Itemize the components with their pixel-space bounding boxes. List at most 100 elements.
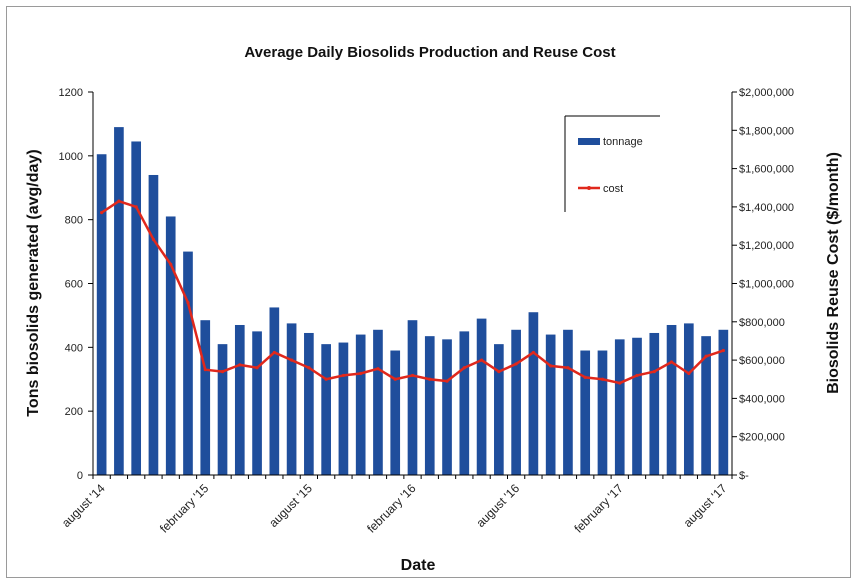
legend-label-cost: cost xyxy=(603,183,623,195)
point-cost xyxy=(238,363,242,367)
bar-tonnage xyxy=(304,332,314,475)
bar-tonnage xyxy=(614,339,625,475)
point-cost xyxy=(721,348,725,353)
point-cost xyxy=(186,301,190,305)
bar-tonnage xyxy=(407,320,418,475)
point-cost xyxy=(652,369,656,374)
bar-tonnage xyxy=(131,141,142,475)
y2-tick-label: $1,600,000 xyxy=(739,164,794,176)
y-tick-label: 1000 xyxy=(59,151,83,163)
y-tick-label: 0 xyxy=(77,470,83,482)
bar-tonnage xyxy=(424,336,435,475)
bar-tonnage xyxy=(183,251,193,475)
y-tick-label: 200 xyxy=(65,406,83,418)
point-cost xyxy=(100,211,104,215)
y-tick-label: 600 xyxy=(65,279,83,291)
x-tick-label: august '15 xyxy=(266,481,315,530)
bar-tonnage xyxy=(286,323,297,475)
point-cost xyxy=(497,369,501,374)
bar-tonnage xyxy=(390,350,401,475)
legend-swatch-tonnage xyxy=(578,138,600,145)
bar-tonnage xyxy=(701,336,711,475)
bar-tonnage xyxy=(200,320,211,475)
y2-tick-label: $1,000,000 xyxy=(739,279,794,291)
bar-tonnage xyxy=(321,344,331,475)
point-cost xyxy=(255,366,259,370)
point-cost xyxy=(169,262,173,266)
chart-frame xyxy=(6,6,851,578)
point-cost xyxy=(531,350,535,355)
point-cost xyxy=(566,366,570,370)
y2-tick-label: $1,400,000 xyxy=(739,202,794,214)
bar-tonnage xyxy=(217,344,228,475)
bar-tonnage xyxy=(580,350,591,475)
y2-tick-label: $200,000 xyxy=(739,432,785,444)
y-tick-label: 1200 xyxy=(59,87,83,99)
legend-label-tonnage: tonnage xyxy=(603,136,643,148)
y2-tick-label: $1,800,000 xyxy=(739,125,794,137)
x-tick-label: february '17 xyxy=(571,481,626,536)
point-cost xyxy=(393,377,397,381)
bar-tonnage xyxy=(96,154,107,476)
x-tick-label: february '16 xyxy=(364,481,419,536)
point-cost xyxy=(203,368,207,372)
legend-box xyxy=(565,116,660,212)
bar-tonnage xyxy=(373,329,383,475)
bar-tonnage xyxy=(545,334,556,475)
bar-tonnage xyxy=(666,324,677,475)
bar-tonnage xyxy=(494,344,504,475)
chart-title: Average Daily Biosolids Production and R… xyxy=(244,44,615,61)
bar-tonnage xyxy=(234,324,245,475)
bar-tonnage xyxy=(683,323,694,475)
point-cost xyxy=(428,377,432,381)
point-cost xyxy=(635,373,639,378)
legend-marker-cost xyxy=(587,186,591,190)
point-cost xyxy=(134,205,138,209)
y2-tick-label: $- xyxy=(739,470,749,482)
point-cost xyxy=(117,199,121,203)
point-cost xyxy=(341,373,346,378)
point-cost xyxy=(307,366,311,370)
y-tick-label: 400 xyxy=(65,342,83,354)
point-cost xyxy=(462,366,466,370)
bar-tonnage xyxy=(476,318,487,475)
point-cost xyxy=(618,381,622,385)
bar-tonnage xyxy=(252,331,262,476)
x-tick-label: august '16 xyxy=(473,481,522,530)
point-cost xyxy=(376,367,380,371)
y2-axis-title: Biosolids Reuse Cost ($/month) xyxy=(825,152,842,394)
x-tick-label: february '15 xyxy=(157,481,212,536)
point-cost xyxy=(359,371,363,376)
point-cost xyxy=(479,358,484,362)
bar-tonnage xyxy=(597,350,608,475)
point-cost xyxy=(324,377,328,381)
bar-tonnage xyxy=(148,174,159,476)
x-axis-title: Date xyxy=(401,557,436,574)
bar-tonnage xyxy=(649,332,660,475)
y2-tick-label: $1,200,000 xyxy=(739,240,794,252)
point-cost xyxy=(514,362,518,366)
point-cost xyxy=(445,379,449,383)
y-tick-label: 800 xyxy=(65,215,83,227)
y-axis-title: Tons biosolids generated (avg/day) xyxy=(25,149,42,416)
bar-tonnage xyxy=(632,337,642,475)
point-cost xyxy=(151,237,156,242)
point-cost xyxy=(220,369,225,374)
y2-tick-label: $400,000 xyxy=(739,393,785,405)
x-tick-label: august '17 xyxy=(681,481,730,530)
bar-tonnage xyxy=(563,329,573,475)
point-cost xyxy=(600,377,605,381)
bar-tonnage xyxy=(114,127,124,476)
bar-tonnage xyxy=(528,312,539,475)
bar-tonnage xyxy=(338,342,349,475)
point-cost xyxy=(410,373,415,378)
y2-tick-label: $2,000,000 xyxy=(739,87,794,99)
y2-tick-label: $600,000 xyxy=(739,355,785,367)
bar-tonnage xyxy=(718,329,729,475)
point-cost xyxy=(272,350,276,355)
point-cost xyxy=(549,364,553,368)
point-cost xyxy=(704,354,708,358)
chart-legend: tonnage cost xyxy=(564,115,660,212)
point-cost xyxy=(583,375,587,379)
